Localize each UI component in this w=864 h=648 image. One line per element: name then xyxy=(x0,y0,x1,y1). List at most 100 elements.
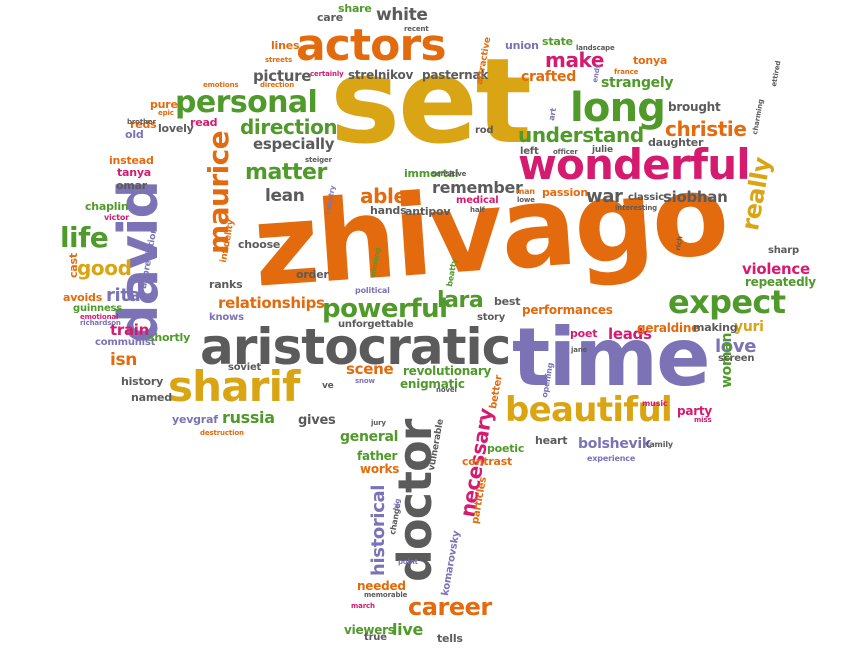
word-political: political xyxy=(355,286,390,295)
word-pure: pure xyxy=(150,98,178,111)
word-viewers: viewers xyxy=(344,623,395,637)
word-half: half xyxy=(470,206,485,214)
word-white: white xyxy=(376,5,428,25)
word-heart: heart xyxy=(535,434,568,447)
word-jury: jury xyxy=(371,419,386,427)
word-enigmatic: enigmatic xyxy=(400,377,465,391)
word-richardson: richardson xyxy=(80,319,121,327)
word-needed: needed xyxy=(357,579,406,593)
word-love: love xyxy=(715,336,757,357)
word-father: father xyxy=(357,449,398,463)
word-tells: tells xyxy=(437,632,463,645)
word-ve: ve xyxy=(322,381,334,391)
word-gives: gives xyxy=(298,413,336,428)
word-contrast: contrast xyxy=(462,455,513,468)
word-life: life xyxy=(60,221,109,254)
word-omar: omar xyxy=(116,179,147,192)
word-jane: jane xyxy=(571,346,588,354)
word-passion: passion xyxy=(542,186,589,199)
word-matter: matter xyxy=(245,160,327,185)
word-cast: cast xyxy=(67,253,80,278)
word-left: left xyxy=(520,146,539,157)
word-man: man xyxy=(516,187,535,196)
word-set: set xyxy=(330,32,532,170)
word-sharif: sharif xyxy=(168,362,300,411)
word-interesting: interesting xyxy=(615,204,658,212)
word-antipov: antipov xyxy=(405,205,451,218)
word-rita: rita xyxy=(106,285,141,306)
word-time: time xyxy=(512,311,710,404)
word-reds: reds xyxy=(130,118,157,131)
word-music: music xyxy=(642,399,668,408)
word-aristocratic: aristocratic xyxy=(200,318,511,376)
word-art: art xyxy=(547,107,559,122)
word-streets: streets xyxy=(265,56,292,64)
word-long: long xyxy=(570,85,666,131)
word-direction: direction xyxy=(260,81,295,89)
word-experience: experience xyxy=(587,454,636,463)
word-able: able xyxy=(360,184,407,208)
word-soviet: soviet xyxy=(228,362,262,373)
word-story: story xyxy=(477,312,506,323)
word-chaplin: chaplin xyxy=(85,200,129,213)
word-good: good xyxy=(77,256,132,280)
word-immortal: immortal xyxy=(404,167,459,180)
word-hands: hands xyxy=(370,204,407,217)
word-state: state xyxy=(542,35,573,48)
word-historical: historical xyxy=(368,484,389,576)
word-brought: brought xyxy=(668,100,721,114)
word-crafted: crafted xyxy=(521,69,576,85)
word-better: better xyxy=(488,374,505,410)
word-understand: understand xyxy=(518,123,644,147)
word-julie: julie xyxy=(592,145,613,155)
word-emotions: emotions xyxy=(203,81,239,89)
word-leads: leads xyxy=(608,325,652,343)
word-siobhan: siobhan xyxy=(663,188,728,206)
word-order: order xyxy=(296,268,329,281)
word-epic: epic xyxy=(158,109,174,117)
word-victor: victor xyxy=(104,213,130,222)
word-making: making xyxy=(693,321,738,334)
word-especially: especially xyxy=(253,135,335,153)
word-relationships: relationships xyxy=(218,294,325,312)
word-beautiful: beautiful xyxy=(505,390,673,430)
word-family: family xyxy=(646,440,673,449)
word-lines: lines xyxy=(271,39,300,52)
word-pasternak: pasternak xyxy=(422,68,489,82)
word-care: care xyxy=(317,11,343,24)
word-rod: rod xyxy=(475,125,494,136)
word-communist: communist xyxy=(95,337,156,348)
word-personal: personal xyxy=(175,85,318,120)
word-old: old xyxy=(125,128,144,141)
word-miss: miss xyxy=(694,416,712,424)
word-live: live xyxy=(392,620,423,639)
word-knows: knows xyxy=(209,312,244,323)
word-ranks: ranks xyxy=(209,278,243,291)
word-yuri: yuri xyxy=(734,319,764,335)
word-emotional: emotional xyxy=(80,313,119,321)
word-memorable: memorable xyxy=(364,591,408,599)
word-march: march xyxy=(351,602,375,610)
word-poetic: poetic xyxy=(487,442,525,455)
word-guinness: guinness xyxy=(73,303,123,314)
word-daughter: daughter xyxy=(648,136,704,149)
word-revolutionary: revolutionary xyxy=(403,364,492,378)
word-best: best xyxy=(494,295,521,308)
word-read: read xyxy=(190,116,218,129)
word-avoids: avoids xyxy=(63,291,103,304)
word-recent: recent xyxy=(404,25,429,33)
word-tanya: tanya xyxy=(117,166,152,179)
word-yevgraf: yevgraf xyxy=(172,413,218,426)
word-medical: medical xyxy=(456,195,499,206)
word-christie: christie xyxy=(665,117,747,141)
word-share: share xyxy=(338,2,372,15)
word-novel: novel xyxy=(436,386,457,394)
word-strangely: strangely xyxy=(601,75,674,91)
word-steiger: steiger xyxy=(305,156,332,164)
word-instead: instead xyxy=(109,154,154,167)
word-classic: classic xyxy=(628,192,664,203)
word-unforgettable: unforgettable xyxy=(338,319,414,330)
word-destruction: destruction xyxy=(200,429,244,437)
word-train: train xyxy=(110,321,150,339)
